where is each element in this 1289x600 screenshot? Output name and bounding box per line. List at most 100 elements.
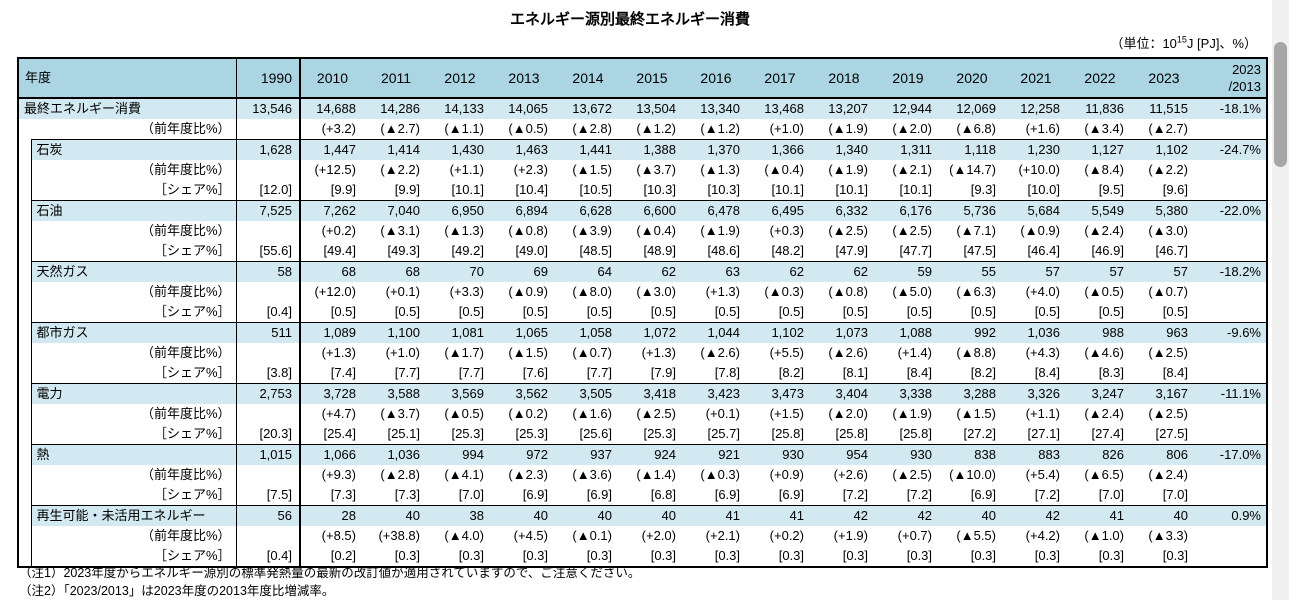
header-2019: 2019 (876, 58, 940, 99)
cell-value: 5,380 (1132, 200, 1196, 221)
page-title: エネルギー源別最終エネルギー消費 (509, 11, 750, 28)
cell-1990: [7.5] (236, 485, 301, 506)
cell-value: 6,950 (428, 200, 492, 221)
cell-share: [25.3] (451, 426, 484, 441)
cell-value: 42 (876, 505, 940, 526)
scrollbar-thumb[interactable] (1274, 42, 1287, 167)
header-row: 年度 1990 2010 2011 2012 2013 2014 2015 2016 2017 20… (18, 58, 1267, 99)
header-2017: 2017 (748, 58, 812, 99)
row-value-6: 熱 1,015 1,066 1,036 994 972 937 924 921 930 954 930… (18, 444, 1267, 465)
cell-share: [9.5] (1098, 182, 1124, 197)
cell-yoy: (▲3.7) (636, 162, 676, 177)
cell-share: [7.3] (394, 487, 420, 502)
cell-yoy: (+1.0) (769, 121, 804, 136)
cell-1990-empty (236, 526, 301, 546)
cell-value: 70 (428, 261, 492, 282)
cell-value: 6,176 (876, 200, 940, 221)
cell-yoy: (▲3.7) (380, 406, 420, 421)
cell-share: [46.4] (1027, 243, 1060, 258)
cell-yoy: (+5.4) (1025, 467, 1060, 482)
cell-yoy: (▲4.0) (444, 528, 484, 543)
cell-share: [8.4] (1034, 365, 1060, 380)
cell-share: [47.5] (963, 243, 996, 258)
cell-yoy: (▲1.5) (508, 345, 548, 360)
row-yoy-2: （前年度比%） (+0.2) (▲3.1) (▲1.3) (▲0.8) (▲3.9) (▲0… (18, 221, 1267, 241)
yoy-label: （前年度比%） (31, 526, 237, 546)
cell-share: [25.4] (323, 426, 356, 441)
cell-share: [47.9] (835, 243, 868, 258)
cell-yoy: (+10.0) (1018, 162, 1060, 177)
cell-yoy: (▲0.5) (1084, 284, 1124, 299)
cell-share: [48.9] (643, 243, 676, 258)
cell-yoy: (▲1.0) (1084, 528, 1124, 543)
cell-yoy: (+1.4) (897, 345, 932, 360)
cell-value: 13,504 (620, 98, 684, 119)
category-label: 再生可能・未活用エネルギー (31, 505, 237, 526)
cell-share: [10.4] (515, 182, 548, 197)
cell-value: 3,423 (684, 383, 748, 404)
row-yoy-5: （前年度比%） (+4.7) (▲3.7) (▲0.5) (▲0.2) (▲1.6) (▲2… (18, 404, 1267, 424)
cell-share: [7.3] (330, 487, 356, 502)
cell-value: 1,036 (364, 444, 428, 465)
cell-share: [0.3] (714, 548, 740, 563)
scrollbar-track[interactable] (1272, 0, 1289, 600)
cell-value: 11,515 (1132, 98, 1196, 119)
cell-yoy: (▲10.0) (949, 467, 996, 482)
cell-yoy: (+12.0) (314, 284, 356, 299)
cell-value: 883 (1004, 444, 1068, 465)
cell-value: 1,058 (556, 322, 620, 343)
cell-share: [0.5] (458, 304, 484, 319)
cell-share: [0.5] (1034, 304, 1060, 319)
cell-value: 937 (556, 444, 620, 465)
cell-yoy: (▲3.4) (1084, 121, 1124, 136)
cell-yoy: (▲1.3) (444, 223, 484, 238)
cell-ratio-empty (1196, 302, 1267, 323)
cell-yoy: (+1.6) (1025, 121, 1060, 136)
cell-yoy: (+2.6) (833, 467, 868, 482)
header-2020: 2020 (940, 58, 1004, 99)
category-label: 都市ガス (31, 322, 237, 343)
cell-value: 57 (1004, 261, 1068, 282)
cell-ratio: -17.0% (1196, 444, 1267, 465)
unit-label: （単位：1015J [PJ]、%） (1110, 33, 1257, 52)
cell-share: [0.3] (1034, 548, 1060, 563)
cell-share: [0.3] (394, 548, 420, 563)
cell-share: [7.7] (394, 365, 420, 380)
row-value-7: 再生可能・未活用エネルギー 56 28 40 38 40 40 40 41 41 42 42 40 42 4… (18, 505, 1267, 526)
row-share-7: ［シェア%］ [0.4] [0.2] [0.3] [0.3] [0.3] [0.3] [0.3… (18, 546, 1267, 567)
cell-yoy: (+0.3) (769, 223, 804, 238)
cell-yoy: (+2.1) (705, 528, 740, 543)
yoy-label: （前年度比%） (31, 465, 237, 485)
cell-share: [6.8] (650, 487, 676, 502)
cell-value: 62 (812, 261, 876, 282)
cell-value: 3,167 (1132, 383, 1196, 404)
cell-value: 28 (300, 505, 364, 526)
cell-share: [7.2] (1034, 487, 1060, 502)
cell-yoy: (+4.2) (1025, 528, 1060, 543)
cell-yoy: (▲2.7) (1148, 121, 1188, 136)
cell-ratio-empty (1196, 363, 1267, 384)
cell-yoy: (▲2.1) (892, 162, 932, 177)
cell-value: 7,040 (364, 200, 428, 221)
cell-share: [7.4] (330, 365, 356, 380)
cell-share: [10.3] (643, 182, 676, 197)
cell-value: 1,430 (428, 139, 492, 160)
cell-yoy: (▲1.5) (956, 406, 996, 421)
cell-yoy: (▲2.5) (892, 223, 932, 238)
cell-yoy: (▲5.0) (892, 284, 932, 299)
cell-yoy: (▲3.6) (572, 467, 612, 482)
cell-share: [10.1] (451, 182, 484, 197)
cell-value: 40 (556, 505, 620, 526)
cell-share: [25.7] (707, 426, 740, 441)
cell-yoy: (▲0.4) (636, 223, 676, 238)
row-value-3: 天然ガス 58 68 68 70 69 64 62 63 62 62 59 55 57 57 57 -18.2% (18, 261, 1267, 282)
cell-value: 68 (364, 261, 428, 282)
cell-share: [25.3] (643, 426, 676, 441)
cell-share: [0.5] (330, 304, 356, 319)
cell-value: 11,836 (1068, 98, 1132, 119)
cell-yoy: (▲1.9) (700, 223, 740, 238)
cell-share: [7.0] (1098, 487, 1124, 502)
cell-ratio-empty (1196, 404, 1267, 424)
cell-share: [0.3] (586, 548, 612, 563)
cell-1990: 1,015 (236, 444, 301, 465)
